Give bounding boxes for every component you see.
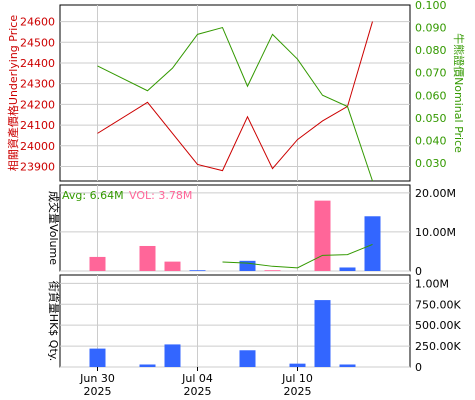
grid-layer: [60, 5, 410, 368]
underlying-price-line: [97, 21, 373, 172]
right-tick-label: 0.050: [415, 112, 447, 125]
volume-bar: [139, 245, 156, 271]
right-tick-label: 0.080: [415, 44, 447, 57]
right-axis-title: 牛熊證價Nominal Price: [452, 33, 466, 153]
x-tick-label: Jul 10: [281, 372, 313, 385]
left-tick-label: 24500: [20, 36, 55, 49]
left-tick-label: 24200: [20, 98, 55, 111]
right-tick-label: 0.070: [415, 67, 447, 80]
outstanding-bar: [164, 344, 181, 367]
left-axis-title: 相關資產價格Underlying Price: [6, 15, 20, 171]
right-tick-label: 0.090: [415, 22, 447, 35]
outstanding-tick-label: 250.00K: [415, 340, 461, 353]
left-tick-label: 23900: [20, 161, 55, 174]
volume-bar: [239, 260, 256, 271]
labels-layer: 23900 24000 24100 24200 24300 24400 24500 24600…: [20, 0, 461, 398]
avg-legend: Avg: 6.64M: [62, 189, 124, 202]
x-tick-year: 2025: [284, 385, 312, 398]
right-tick-label: 0.100: [415, 0, 447, 12]
outstanding-axis-title: 街貨量HK$ Qty.: [47, 281, 61, 361]
outstanding-bar: [239, 350, 256, 367]
outstanding-tick-label: 1.00M: [415, 277, 449, 290]
outstanding-bar: [314, 300, 331, 367]
volume-bar: [164, 261, 181, 271]
left-tick-label: 24400: [20, 57, 55, 70]
outstanding-tick-label: 0: [415, 361, 422, 374]
right-tick-label: 0.040: [415, 134, 447, 147]
volume-axis-title: 成交量Volume: [47, 191, 61, 265]
outstanding-bar: [289, 363, 306, 367]
right-tick-label: 0.060: [415, 89, 447, 102]
volume-bar: [189, 270, 206, 271]
volume-bar: [339, 267, 356, 271]
volume-bar: [89, 256, 106, 271]
volume-tick-label: 10.00M: [415, 226, 456, 239]
outstanding-bar: [89, 348, 106, 367]
outstanding-panel-frame: [59, 274, 411, 368]
volume-bar: [264, 270, 281, 271]
x-tick-year: 2025: [84, 385, 112, 398]
outstanding-tick-label: 500.00K: [415, 319, 461, 332]
x-tick-label: Jul 04: [181, 372, 213, 385]
volume-bar: [314, 200, 331, 271]
left-tick-label: 24100: [20, 119, 55, 132]
left-tick-label: 24600: [20, 16, 55, 29]
x-tick-year: 2025: [184, 385, 212, 398]
nominal-price-line: [97, 26, 373, 182]
left-tick-label: 24000: [20, 140, 55, 153]
volume-panel-frame: [59, 184, 411, 272]
price-panel-frame: [59, 4, 411, 182]
vol-legend: VOL: 3.78M: [129, 189, 192, 202]
marks-layer: [89, 21, 381, 367]
outstanding-tick-label: 750.00K: [415, 298, 461, 311]
volume-tick-label: 20.00M: [415, 187, 456, 200]
x-tick-label: Jun 30: [79, 372, 115, 385]
right-tick-label: 0.030: [415, 157, 447, 170]
average-volume-line: [222, 243, 373, 269]
outstanding-bar: [139, 364, 156, 367]
volume-bar: [364, 216, 381, 271]
left-tick-label: 24300: [20, 78, 55, 91]
volume-tick-label: 0: [415, 265, 422, 278]
outstanding-bar: [339, 364, 356, 367]
